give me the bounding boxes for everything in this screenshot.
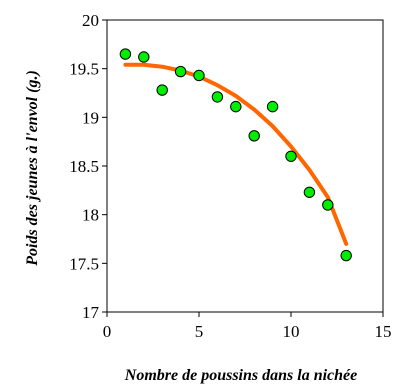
- x-tick-label: 0: [103, 322, 112, 341]
- data-point: [193, 69, 205, 82]
- data-point: [119, 48, 132, 60]
- y-tick-label: 17.5: [69, 254, 99, 273]
- data-point: [303, 186, 316, 198]
- y-tick-label: 19.5: [69, 60, 99, 79]
- y-tick-label: 18.5: [69, 157, 99, 176]
- data-point: [340, 249, 352, 262]
- y-tick-label: 18: [82, 206, 99, 225]
- data-point: [285, 150, 297, 162]
- data-point: [322, 199, 334, 211]
- data-point: [230, 100, 242, 113]
- y-tick-label: 19: [82, 108, 99, 127]
- y-tick-label: 17: [82, 303, 100, 322]
- data-point: [138, 51, 150, 63]
- data-point: [174, 65, 187, 78]
- trend-line: [123, 62, 349, 246]
- x-axis-title: Nombre de poussins dans la nichée: [124, 367, 357, 384]
- y-axis: 17 17.5 18 18.5 19 19.5 20: [69, 11, 107, 322]
- y-axis-title: Poids des jeunes à l'envol (g.): [24, 70, 41, 267]
- trend-line-layer: [123, 62, 349, 246]
- data-point: [156, 84, 168, 96]
- x-tick-label: 10: [283, 322, 300, 341]
- data-point: [248, 130, 260, 142]
- x-tick-label: 15: [375, 322, 392, 341]
- x-tick-label: 5: [195, 322, 204, 341]
- data-point: [266, 100, 279, 113]
- data-point: [211, 91, 224, 103]
- data-points: [119, 48, 352, 262]
- x-axis: 0 5 10 15: [103, 312, 392, 341]
- y-tick-label: 20: [82, 11, 99, 30]
